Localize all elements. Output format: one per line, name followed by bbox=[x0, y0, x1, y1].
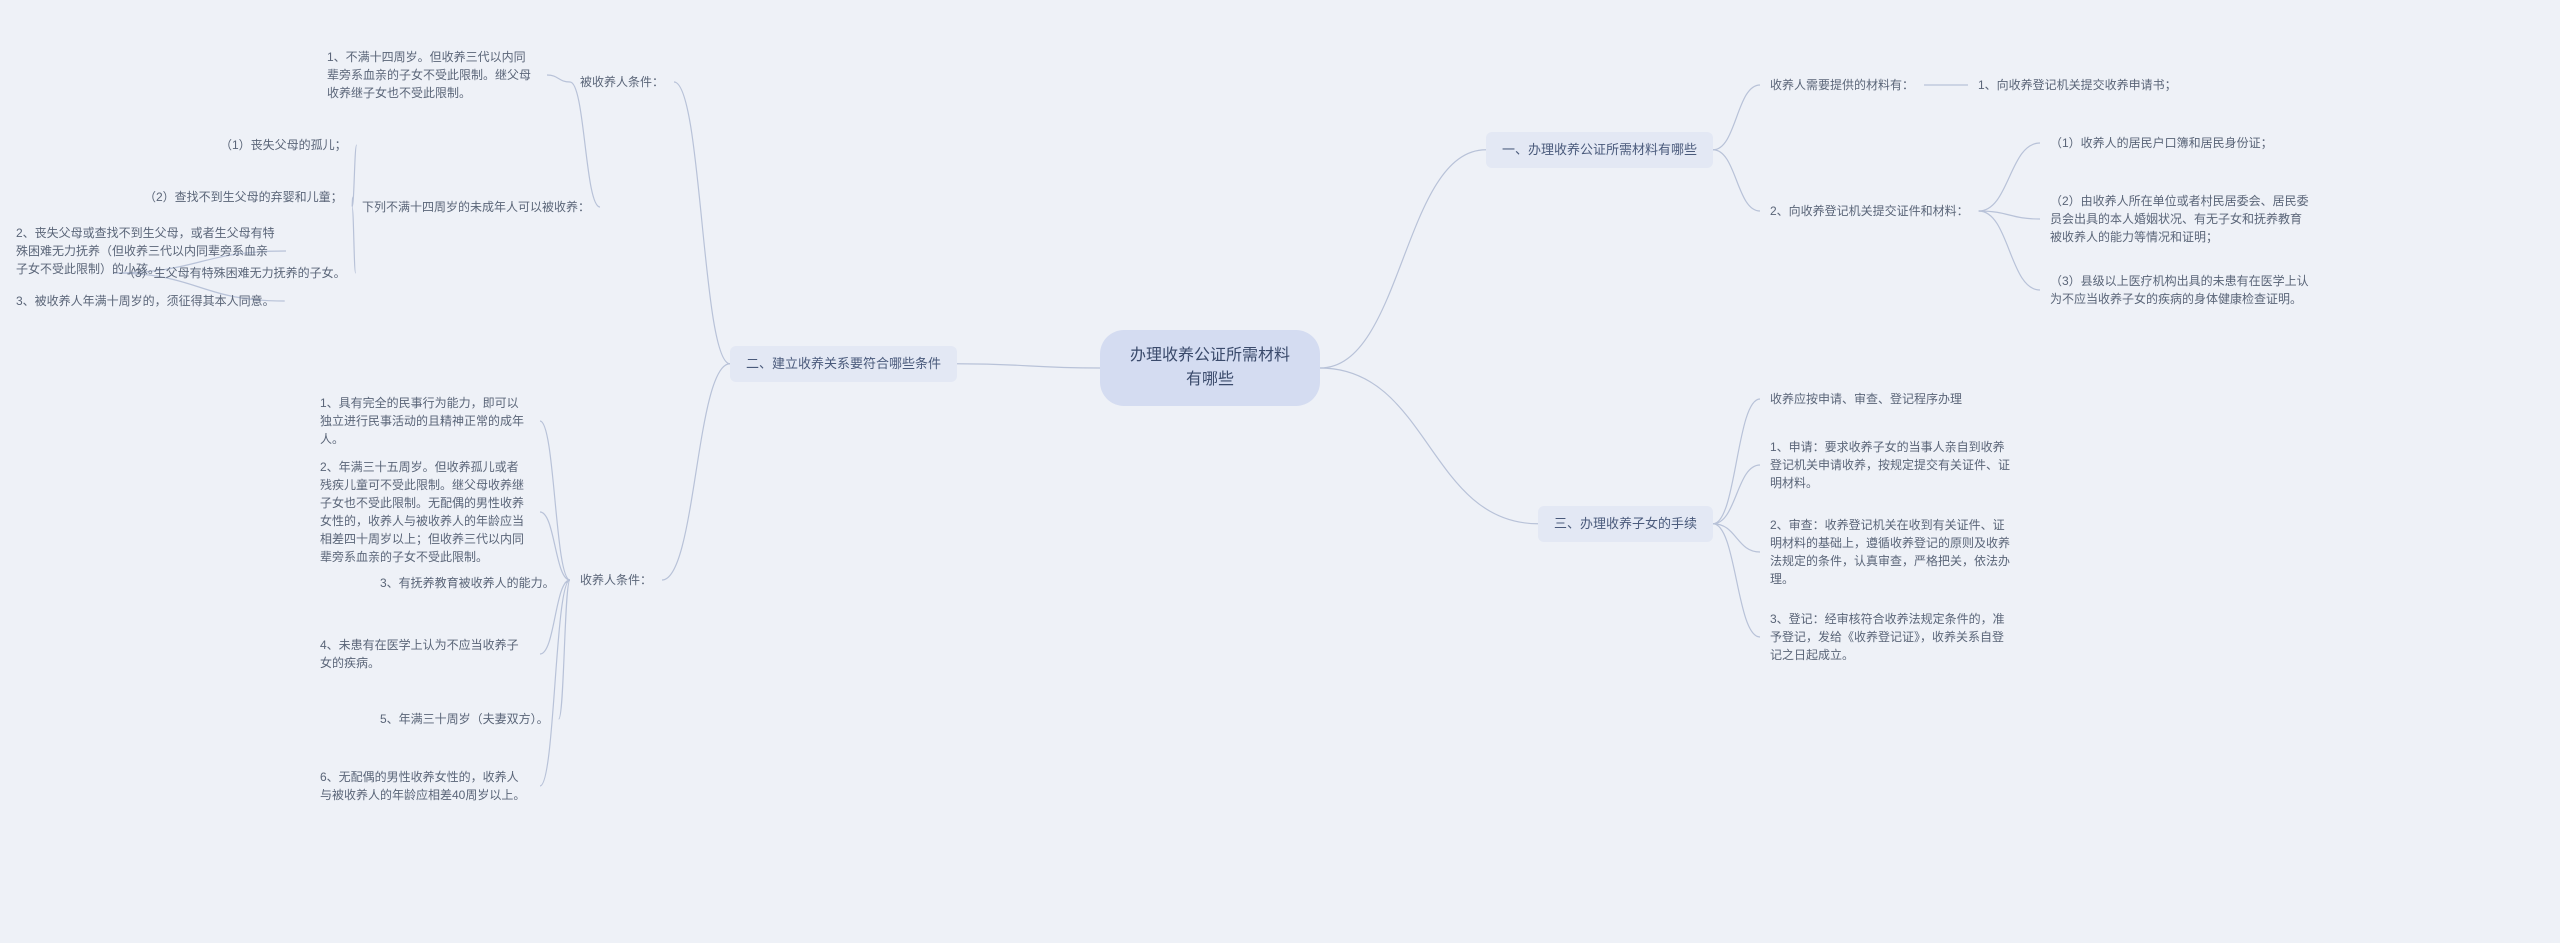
node-b1[interactable]: 一、办理收养公证所需材料有哪些 bbox=[1486, 132, 1713, 168]
node-b2_ar_5: 5、年满三十周岁（夫妻双方）。 bbox=[370, 704, 559, 734]
node-label: 一、办理收养公证所需材料有哪些 bbox=[1502, 142, 1697, 157]
node-b2_ar_6: 6、无配偶的男性收养女性的，收养人与被收养人的年龄应相差40周岁以上。 bbox=[310, 762, 540, 810]
node-label: 收养人需要提供的材料有： bbox=[1770, 78, 1914, 92]
node-label: 2、丧失父母或查找不到生父母，或者生父母有特殊困难无力抚养（但收养三代以内同辈旁… bbox=[16, 226, 275, 276]
node-b2_ar_1: 1、具有完全的民事行为能力，即可以独立进行民事活动的且精神正常的成年人。 bbox=[310, 388, 540, 454]
connector bbox=[540, 580, 570, 786]
node-label: 5、年满三十周岁（夫妻双方）。 bbox=[380, 712, 549, 726]
node-b2_ad_2_2: （2）查找不到生父母的弃婴和儿童； bbox=[134, 182, 353, 212]
node-b2_ar_3: 3、有抚养教育被收养人的能力。 bbox=[370, 568, 565, 598]
node-label: （1）丧失父母的孤儿； bbox=[220, 138, 347, 152]
node-label: （3）县级以上医疗机构出具的未患有在医学上认为不应当收养子女的疾病的身体健康检查… bbox=[2050, 274, 2309, 306]
connector bbox=[1979, 211, 2040, 219]
node-b2_ad_4: 3、被收养人年满十周岁的，须征得其本人同意。 bbox=[6, 286, 285, 316]
node-b3_2: 2、审查：收养登记机关在收到有关证件、证明材料的基础上，遵循收养登记的原则及收养… bbox=[1760, 510, 2020, 594]
node-label: 4、未患有在医学上认为不应当收养子女的疾病。 bbox=[320, 638, 519, 670]
node-b2_ar_4: 4、未患有在医学上认为不应当收养子女的疾病。 bbox=[310, 630, 540, 678]
node-b1_1_1: 1、向收养登记机关提交收养申请书； bbox=[1968, 70, 2187, 100]
node-label: 3、登记：经审核符合收养法规定条件的，准予登记，发给《收养登记证》，收养关系自登… bbox=[1770, 612, 2005, 662]
node-b3_1: 1、申请：要求收养子女的当事人亲自到收养登记机关申请收养，按规定提交有关证件、证… bbox=[1760, 432, 2020, 498]
node-b1_2_3: （3）县级以上医疗机构出具的未患有在医学上认为不应当收养子女的疾病的身体健康检查… bbox=[2040, 266, 2320, 314]
node-b2_ad_2_1: （1）丧失父母的孤儿； bbox=[210, 130, 357, 160]
node-label: 3、被收养人年满十周岁的，须征得其本人同意。 bbox=[16, 294, 275, 308]
node-b3_3: 3、登记：经审核符合收养法规定条件的，准予登记，发给《收养登记证》，收养关系自登… bbox=[1760, 604, 2020, 670]
node-b2_ad_2: 下列不满十四周岁的未成年人可以被收养： bbox=[352, 192, 600, 222]
connector bbox=[1320, 368, 1538, 524]
connector bbox=[1320, 150, 1486, 368]
node-b2_ad_1: 1、不满十四周岁。但收养三代以内同辈旁系血亲的子女不受此限制。继父母收养继子女也… bbox=[317, 42, 547, 108]
connector bbox=[570, 82, 600, 207]
node-label: 三、办理收养子女的手续 bbox=[1554, 516, 1697, 531]
node-b2_adoptee: 被收养人条件： bbox=[570, 67, 674, 97]
node-label: 1、不满十四周岁。但收养三代以内同辈旁系血亲的子女不受此限制。继父母收养继子女也… bbox=[327, 50, 531, 100]
node-label: 1、具有完全的民事行为能力，即可以独立进行民事活动的且精神正常的成年人。 bbox=[320, 396, 524, 446]
node-b1_2: 2、向收养登记机关提交证件和材料： bbox=[1760, 196, 1979, 226]
connector bbox=[559, 580, 570, 719]
connector bbox=[957, 364, 1100, 368]
node-label: 收养应按申请、审查、登记程序办理 bbox=[1770, 392, 1962, 406]
root-node[interactable]: 办理收养公证所需材料有哪些 bbox=[1100, 330, 1320, 406]
connector bbox=[547, 75, 570, 82]
node-label: 下列不满十四周岁的未成年人可以被收养： bbox=[362, 200, 590, 214]
connector bbox=[1713, 524, 1760, 552]
node-b1_2_1: （1）收养人的居民户口簿和居民身份证； bbox=[2040, 128, 2283, 158]
node-label: 6、无配偶的男性收养女性的，收养人与被收养人的年龄应相差40周岁以上。 bbox=[320, 770, 525, 802]
connector bbox=[540, 421, 570, 580]
connector bbox=[1979, 211, 2040, 290]
node-label: （1）收养人的居民户口簿和居民身份证； bbox=[2050, 136, 2273, 150]
node-label: 收养人条件： bbox=[580, 573, 652, 587]
node-b1_1: 收养人需要提供的材料有： bbox=[1760, 70, 1924, 100]
node-label: 3、有抚养教育被收养人的能力。 bbox=[380, 576, 555, 590]
connector bbox=[674, 82, 730, 364]
node-label: （2）由收养人所在单位或者村民居委会、居民委员会出具的本人婚姻状况、有无子女和抚… bbox=[2050, 194, 2309, 244]
node-label: 1、申请：要求收养子女的当事人亲自到收养登记机关申请收养，按规定提交有关证件、证… bbox=[1770, 440, 2010, 490]
connector bbox=[1713, 85, 1760, 150]
node-b3_0: 收养应按申请、审查、登记程序办理 bbox=[1760, 384, 1972, 414]
connector bbox=[1713, 524, 1760, 637]
connector bbox=[662, 364, 730, 580]
node-label: （2）查找不到生父母的弃婴和儿童； bbox=[144, 190, 343, 204]
connector bbox=[1979, 143, 2040, 211]
node-b2_adopter: 收养人条件： bbox=[570, 565, 662, 595]
node-label: 2、向收养登记机关提交证件和材料： bbox=[1770, 204, 1969, 218]
node-label: 2、年满三十五周岁。但收养孤儿或者残疾儿童可不受此限制。继父母收养继子女也不受此… bbox=[320, 460, 524, 564]
node-label: 被收养人条件： bbox=[580, 75, 664, 89]
connector bbox=[1713, 465, 1760, 524]
connector bbox=[1713, 399, 1760, 524]
node-label: 2、审查：收养登记机关在收到有关证件、证明材料的基础上，遵循收养登记的原则及收养… bbox=[1770, 518, 2010, 586]
node-label: 二、建立收养关系要符合哪些条件 bbox=[746, 356, 941, 371]
node-b1_2_2: （2）由收养人所在单位或者村民居委会、居民委员会出具的本人婚姻状况、有无子女和抚… bbox=[2040, 186, 2320, 252]
connector bbox=[1713, 150, 1760, 211]
node-b2_ad_3: 2、丧失父母或查找不到生父母，或者生父母有特殊困难无力抚养（但收养三代以内同辈旁… bbox=[6, 218, 286, 284]
node-b2_ar_2: 2、年满三十五周岁。但收养孤儿或者残疾儿童可不受此限制。继父母收养继子女也不受此… bbox=[310, 452, 540, 572]
node-b2[interactable]: 二、建立收养关系要符合哪些条件 bbox=[730, 346, 957, 382]
root-label: 办理收养公证所需材料有哪些 bbox=[1130, 347, 1290, 388]
node-b3[interactable]: 三、办理收养子女的手续 bbox=[1538, 506, 1713, 542]
node-label: 1、向收养登记机关提交收养申请书； bbox=[1978, 78, 2177, 92]
